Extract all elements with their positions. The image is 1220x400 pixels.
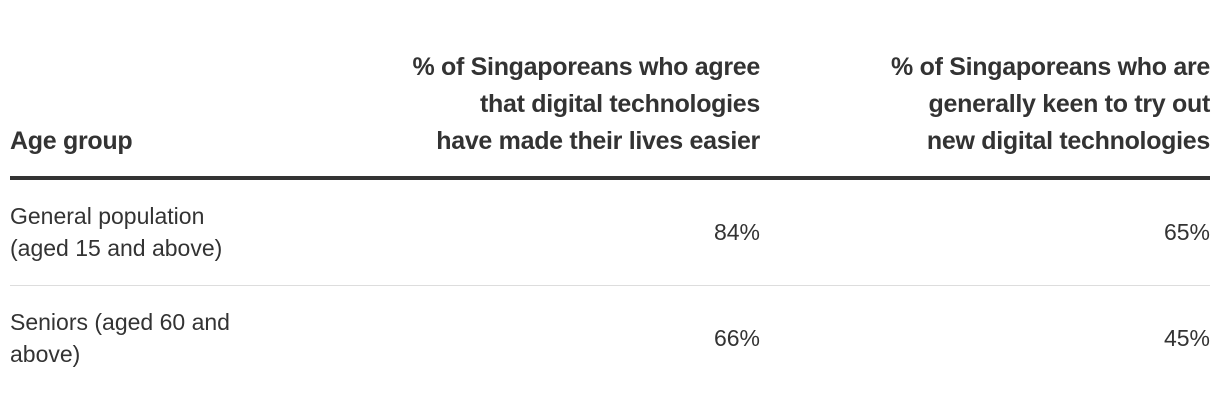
header-line: Age group: [10, 127, 133, 155]
row-label-line: Seniors (aged 60 and: [10, 309, 230, 335]
header-line: generally keen to try out: [928, 90, 1211, 118]
row-label: Seniors (aged 60 and above): [10, 306, 230, 370]
row-label-line: above): [10, 341, 81, 367]
header-line: new digital technologies: [926, 127, 1210, 155]
header-rule: [10, 176, 1210, 180]
header-line: have made their lives easier: [436, 127, 760, 155]
column-header: % of Singaporeans who are generally keen …: [891, 49, 1210, 160]
row-label-line: (aged 15 and above): [10, 235, 223, 261]
cell-value: 45%: [1163, 325, 1210, 351]
header-line: that digital technologies: [479, 90, 760, 118]
column-header: Age group: [10, 123, 133, 160]
cell-value: 84%: [713, 219, 760, 245]
row-label-line: General population: [10, 203, 205, 229]
row-label: General population (aged 15 and above): [10, 200, 222, 264]
header-line: % of Singaporeans who are: [891, 53, 1210, 81]
column-header: % of Singaporeans who agree that digital …: [412, 49, 760, 160]
row-divider: [10, 285, 1210, 286]
cell-value: 66%: [713, 325, 760, 351]
cell-value: 65%: [1163, 219, 1210, 245]
header-line: % of Singaporeans who agree: [412, 53, 760, 81]
